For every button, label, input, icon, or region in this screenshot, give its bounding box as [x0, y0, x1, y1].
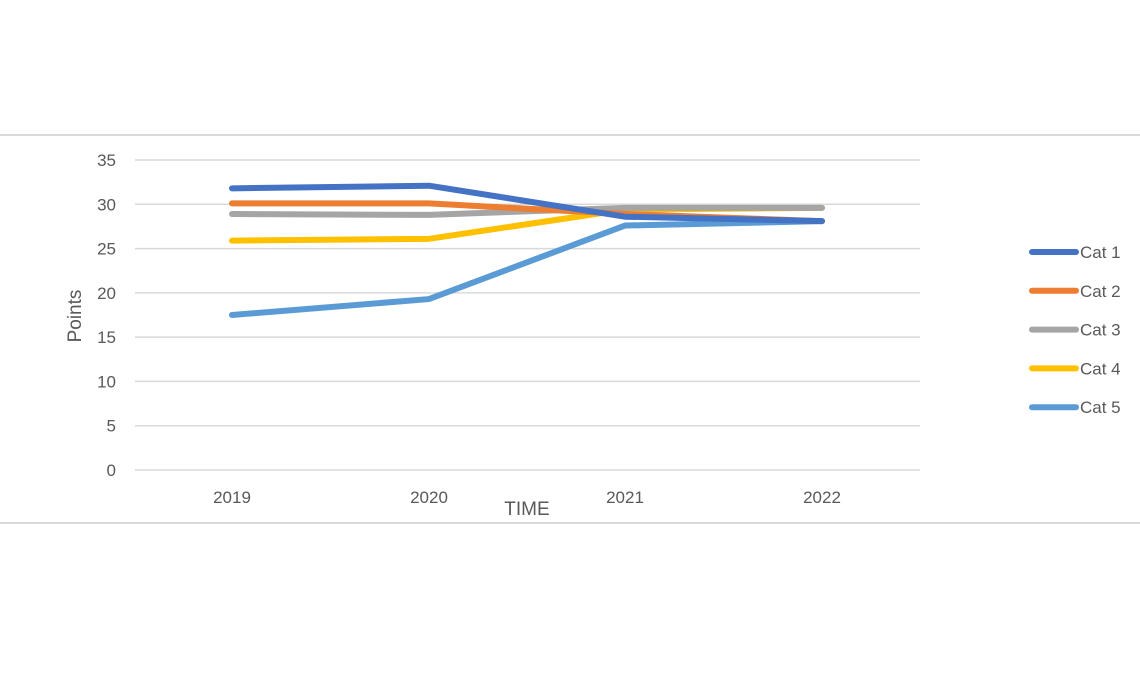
legend-label: Cat 3: [1080, 321, 1121, 340]
legend-label: Cat 5: [1080, 398, 1121, 417]
x-tick-label: 2021: [606, 488, 644, 507]
legend-label: Cat 2: [1080, 282, 1121, 301]
y-tick-label: 30: [97, 195, 116, 214]
legend: Cat 1 Cat 2 Cat 3 Cat 4 Cat 5: [1029, 243, 1121, 417]
y-tick-label: 15: [97, 328, 116, 347]
legend-item: Cat 3: [1029, 321, 1121, 340]
x-tick-label: 2020: [410, 488, 448, 507]
legend-item: Cat 1: [1029, 243, 1121, 262]
series-line-cat-5: [229, 218, 825, 318]
y-tick-label: 25: [97, 240, 116, 259]
y-tick-label: 10: [97, 372, 116, 391]
y-tick-label: 35: [97, 151, 116, 170]
x-axis-title: TIME: [504, 499, 549, 520]
y-axis-tick-labels: 0 5 10 15 20 25 30 35: [97, 151, 116, 480]
y-tick-label: 20: [97, 284, 116, 303]
legend-label: Cat 1: [1080, 243, 1121, 262]
y-tick-label: 0: [107, 461, 116, 480]
y-axis-title: Points: [65, 290, 86, 343]
x-axis-tick-labels: 2019 2020 2021 2022: [213, 488, 841, 507]
y-tick-label: 5: [107, 417, 116, 436]
legend-item: Cat 5: [1029, 398, 1121, 417]
legend-item: Cat 4: [1029, 359, 1121, 378]
x-tick-label: 2022: [803, 488, 841, 507]
series-line-cat-1: [229, 182, 825, 225]
x-tick-label: 2019: [213, 488, 251, 507]
legend-label: Cat 4: [1080, 359, 1121, 378]
series-lines: [229, 182, 825, 318]
legend-item: Cat 2: [1029, 282, 1121, 301]
